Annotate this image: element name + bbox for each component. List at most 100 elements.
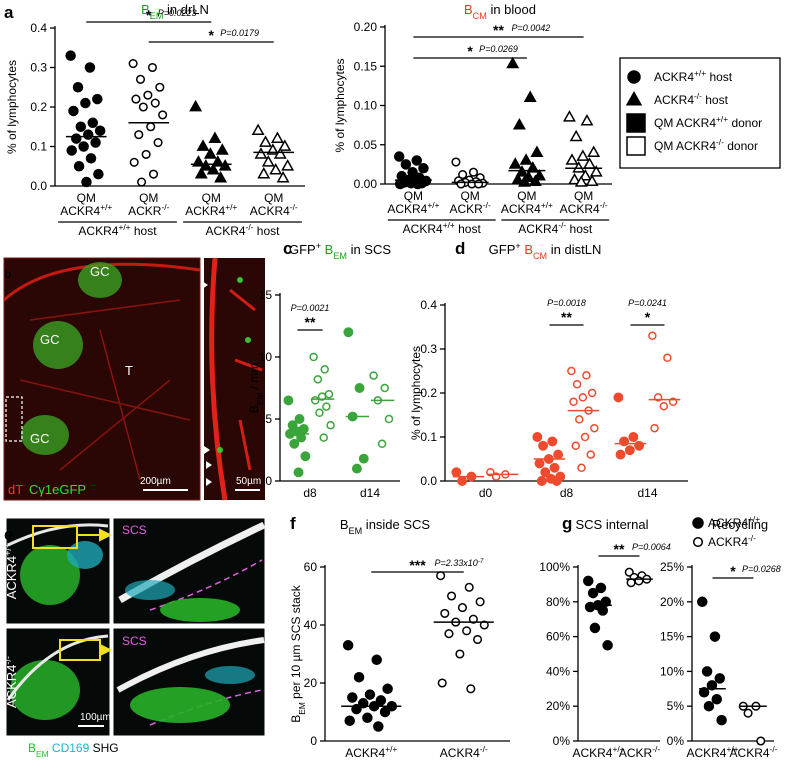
p-value: P=2.33x10-7 [435, 558, 484, 569]
legend-box [619, 57, 781, 169]
y-tick-label: 15% [660, 630, 684, 644]
y-axis-label: % of lymphocytes [333, 58, 347, 152]
y-tick-label: 20% [660, 595, 684, 609]
x-tick-label: ACKR4-/- [730, 744, 778, 760]
data-point [315, 408, 324, 418]
data-point [595, 582, 607, 594]
text-part: in blood [487, 2, 536, 17]
data-point [138, 102, 148, 112]
text-part: ACKR4 [501, 202, 541, 216]
y-tick-label: 0.10 [354, 99, 378, 113]
data-point [523, 90, 537, 102]
text-part: ACKR4 [206, 224, 246, 238]
text-part: QM ACKR4 [654, 139, 716, 153]
text-part: B [325, 242, 334, 257]
significance-stars: * [209, 27, 215, 43]
data-point [326, 420, 335, 430]
legend-label: ACKR4-/- host [654, 91, 729, 107]
y-tick-label: 40% [546, 664, 570, 678]
text-part: CD169 [49, 741, 90, 755]
y-tick-label: 10% [660, 664, 684, 678]
panel-letter: d [455, 239, 465, 258]
text-part: CM [533, 251, 547, 261]
p-value: P=0.0268 [742, 564, 781, 574]
significance-stars: * [467, 43, 473, 59]
text-part: +/+ [716, 114, 728, 124]
p-value: P=0.0223 [158, 8, 197, 18]
data-point [94, 125, 106, 136]
data-point [703, 700, 715, 712]
text-part: ACKR4 [518, 222, 558, 236]
data-point [411, 155, 422, 166]
text-part: donor [724, 139, 758, 153]
text-part: ACKR4 [730, 746, 770, 760]
image-label: Cγ1eGFP [29, 482, 86, 497]
data-point [90, 137, 101, 148]
data-point [313, 375, 323, 384]
data-point [293, 467, 304, 478]
data-point [697, 596, 708, 608]
group-label: ACKR4+/+ host [78, 222, 157, 238]
significance-stars: * [645, 309, 651, 325]
text-part: in SCS [347, 242, 391, 257]
data-point [150, 98, 160, 108]
text-part: +/+ [748, 514, 760, 524]
text-part: -/- [652, 744, 660, 754]
data-point [569, 397, 578, 407]
y-tick-label: 0 [265, 474, 272, 488]
x-tick-label: d8 [560, 486, 574, 500]
text-part: ACKR4 [708, 535, 748, 549]
data-point [362, 712, 373, 724]
image-label: GC [90, 264, 110, 279]
data-point [344, 715, 355, 726]
text-part: CM [473, 11, 487, 21]
data-point [663, 353, 672, 363]
image-label: 50µm [236, 476, 261, 487]
chart-title: BEM inside SCS [340, 517, 431, 536]
data-point [518, 175, 531, 187]
data-point [354, 383, 365, 393]
data-point [269, 163, 283, 175]
data-point [587, 587, 599, 599]
data-point [466, 684, 476, 694]
text-part: +/+ [541, 200, 553, 210]
y-axis-label: % of lymphocytes [5, 60, 19, 154]
group-label: ACKR4-/- host [206, 222, 281, 238]
image-label: GC [30, 431, 50, 446]
data-point [567, 366, 576, 376]
x-tick-label: QM [77, 191, 96, 205]
data-point [540, 467, 551, 478]
x-tick-label: ACKR-/- [450, 200, 491, 216]
data-point [451, 157, 461, 167]
data-point [648, 331, 657, 341]
y-tick-label: 0.2 [420, 386, 437, 400]
significance-stars: *** [409, 557, 426, 573]
data-point [309, 352, 318, 362]
data-point [407, 166, 418, 178]
data-point [597, 605, 609, 616]
y-tick-label: 10 [259, 350, 273, 364]
y-tick-label: 60 [304, 560, 318, 574]
x-tick-label: ACKR4+/+ [387, 200, 439, 216]
p-value: P=0.0021 [291, 303, 330, 313]
data-point [536, 476, 547, 486]
y-tick-label: 0.15 [354, 59, 378, 73]
data-point [711, 693, 723, 705]
data-point [400, 159, 412, 170]
data-point [347, 692, 358, 703]
data-point [215, 143, 229, 155]
text-part: ACKR [450, 202, 484, 216]
data-point [273, 147, 287, 159]
data-point [353, 671, 365, 683]
data-point [75, 121, 87, 132]
y-tick-label: 15 [259, 288, 273, 302]
data-point [134, 130, 144, 140]
data-point [512, 117, 526, 130]
data-point [547, 436, 558, 447]
data-point [194, 166, 208, 179]
data-point [534, 458, 545, 469]
text-part: EM [36, 749, 49, 759]
image-label: dT [8, 482, 23, 497]
text-part: ACKR4 [708, 516, 748, 530]
image-e [5, 517, 266, 737]
